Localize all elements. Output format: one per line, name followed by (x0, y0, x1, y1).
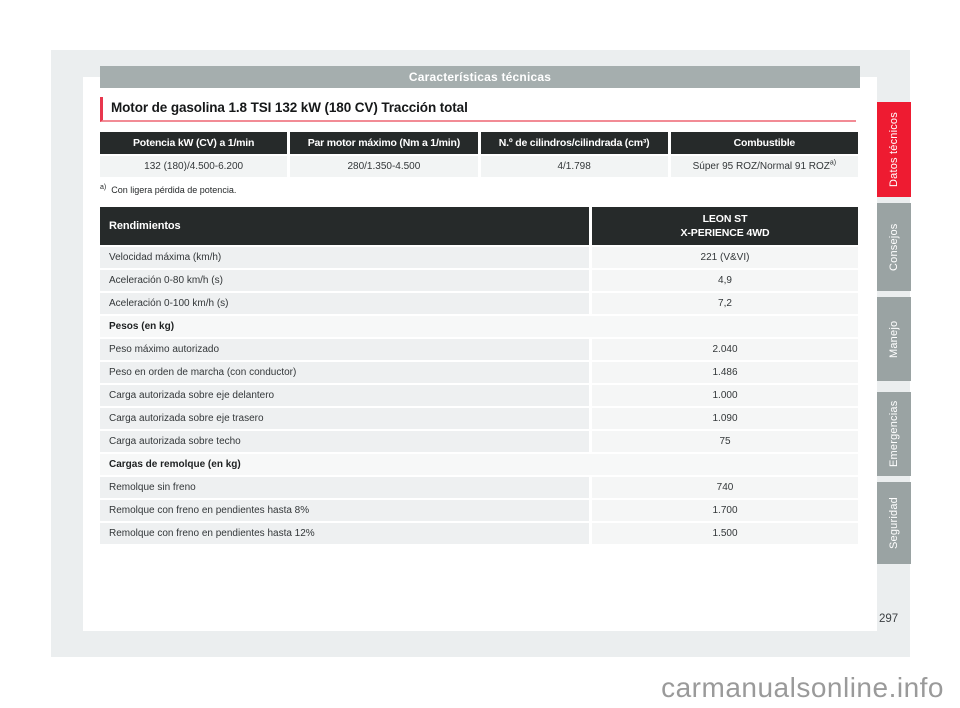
table-row: Remolque con freno en pendientes hasta 8… (100, 500, 858, 521)
chapter-header-bar: Características técnicas (100, 66, 860, 88)
model-line-1: LEON ST (702, 213, 748, 225)
table-row: Aceleración 0-80 km/h (s) 4,9 (100, 270, 858, 291)
row-value: 1.090 (592, 408, 858, 429)
table-row: Aceleración 0-100 km/h (s) 7,2 (100, 293, 858, 314)
row-value: 7,2 (592, 293, 858, 314)
footnote: a) Con ligera pérdida de potencia. (100, 184, 236, 195)
row-value: 1.486 (592, 362, 858, 383)
table-row: Carga autorizada sobre techo 75 (100, 431, 858, 452)
table-row: Carga autorizada sobre eje trasero 1.090 (100, 408, 858, 429)
row-value: 740 (592, 477, 858, 498)
sidebar-tab-manejo: Manejo (877, 297, 911, 381)
model-line-2: X-PERIENCE 4WD (680, 227, 770, 239)
section-title: Motor de gasolina 1.8 TSI 132 kW (180 CV… (100, 97, 856, 122)
table-section-row: Cargas de remolque (en kg) (100, 454, 858, 475)
row-label: Peso máximo autorizado (100, 339, 589, 360)
engine-spec-table: Potencia kW (CV) a 1/min Par motor máxim… (100, 132, 858, 177)
cell-power: 132 (180)/4.500-6.200 (100, 156, 288, 177)
fuel-value: Súper 95 ROZ/Normal 91 ROZ (692, 161, 830, 172)
performance-table: Rendimientos LEON ST X-PERIENCE 4WD Velo… (100, 207, 858, 544)
cell-torque: 280/1.350-4.500 (290, 156, 478, 177)
table-row: Carga autorizada sobre eje delantero 1.0… (100, 385, 858, 406)
row-label: Remolque con freno en pendientes hasta 8… (100, 500, 589, 521)
row-label: Carga autorizada sobre eje trasero (100, 408, 589, 429)
row-value: 1.500 (592, 523, 858, 544)
row-label: Aceleración 0-100 km/h (s) (100, 293, 589, 314)
sidebar-tab-consejos: Consejos (877, 203, 911, 291)
table-row: Peso en orden de marcha (con conductor) … (100, 362, 858, 383)
row-label: Carga autorizada sobre techo (100, 431, 589, 452)
engine-table-header-row: Potencia kW (CV) a 1/min Par motor máxim… (100, 132, 858, 154)
column-header-rendimientos: Rendimientos (100, 207, 589, 245)
row-value: 75 (592, 431, 858, 452)
page-number: 297 (879, 613, 899, 625)
row-label: Aceleración 0-80 km/h (s) (100, 270, 589, 291)
row-label: Carga autorizada sobre eje delantero (100, 385, 589, 406)
cell-fuel: Súper 95 ROZ/Normal 91 ROZa) (670, 156, 858, 177)
table-row: Peso máximo autorizado 2.040 (100, 339, 858, 360)
row-label: Velocidad máxima (km/h) (100, 247, 589, 268)
row-value: 2.040 (592, 339, 858, 360)
column-header: N.º de cilindros/cilindrada (cm³) (480, 132, 668, 154)
row-value: 1.700 (592, 500, 858, 521)
section-row-label: Cargas de remolque (en kg) (100, 454, 858, 475)
table-section-row: Pesos (en kg) (100, 316, 858, 337)
cell-cylinders: 4/1.798 (480, 156, 668, 177)
row-value: 1.000 (592, 385, 858, 406)
row-label: Remolque sin freno (100, 477, 589, 498)
section-row-label: Pesos (en kg) (100, 316, 858, 337)
footnote-marker: a) (100, 184, 107, 191)
row-label: Remolque con freno en pendientes hasta 1… (100, 523, 589, 544)
row-value: 221 (V&VI) (592, 247, 858, 268)
footnote-text: Con ligera pérdida de potencia. (111, 185, 237, 195)
column-header-model: LEON ST X-PERIENCE 4WD (592, 207, 858, 245)
column-header: Potencia kW (CV) a 1/min (100, 132, 288, 154)
sidebar-tab-seguridad: Seguridad (877, 482, 911, 564)
sidebar-tab-datos-tecnicos: Datos técnicos (877, 102, 911, 197)
sidebar-tab-emergencias: Emergencias (877, 392, 911, 476)
column-header: Combustible (670, 132, 858, 154)
row-label: Peso en orden de marcha (con conductor) (100, 362, 589, 383)
watermark: carmanualsonline.info (661, 672, 944, 703)
table-row: Remolque sin freno 740 (100, 477, 858, 498)
table-row: Remolque con freno en pendientes hasta 1… (100, 523, 858, 544)
table-row: Velocidad máxima (km/h) 221 (V&VI) (100, 247, 858, 268)
engine-table-data-row: 132 (180)/4.500-6.200 280/1.350-4.500 4/… (100, 156, 858, 177)
footnote-marker: a) (829, 159, 837, 167)
column-header: Par motor máximo (Nm a 1/min) (290, 132, 478, 154)
performance-table-header-row: Rendimientos LEON ST X-PERIENCE 4WD (100, 207, 858, 245)
row-value: 4,9 (592, 270, 858, 291)
